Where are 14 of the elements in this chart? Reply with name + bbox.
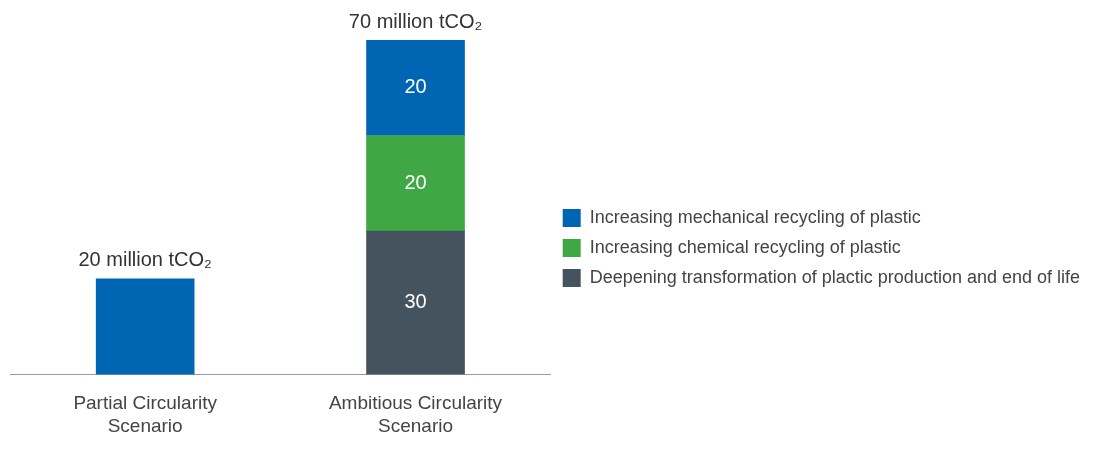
bar xyxy=(366,40,465,136)
total-label: 20 million tCO₂ xyxy=(78,248,212,271)
x-tick-label: Partial Circularity Scenario xyxy=(73,392,218,436)
bar xyxy=(95,278,195,375)
data-label: 20 xyxy=(404,170,427,193)
legend-label: Increasing chemical recycling of plastic xyxy=(589,236,901,257)
legend-label: Deepening transformation of plactic production and end of life xyxy=(589,266,1081,287)
total-label: 70 million tCO₂ xyxy=(348,9,483,32)
data-label: 30 xyxy=(404,290,427,313)
x-tick-label: Ambitious Circularity Scenario xyxy=(328,392,503,436)
legend-label: Increasing mechanical recycling of plastic xyxy=(589,206,921,227)
data-label: 20 xyxy=(404,75,427,98)
bar xyxy=(366,230,465,375)
bar xyxy=(366,135,465,232)
